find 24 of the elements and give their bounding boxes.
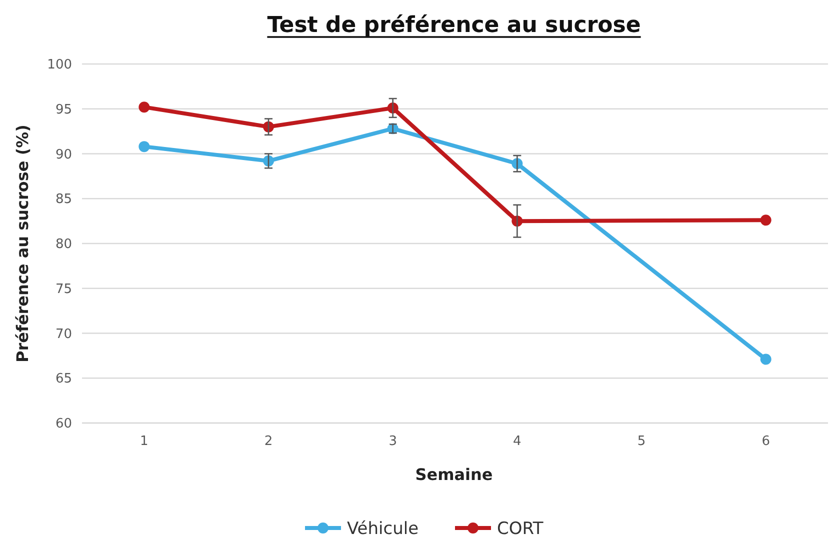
- y-tick-label: 80: [55, 237, 72, 252]
- y-tick-label: 90: [55, 147, 72, 162]
- point: [138, 102, 150, 113]
- y-tick-label: 60: [55, 416, 72, 432]
- point: [138, 141, 150, 152]
- x-tick-label: 4: [513, 434, 522, 449]
- y-tick-label: 85: [55, 192, 72, 208]
- x-tick-label: 5: [637, 434, 646, 449]
- point: [760, 214, 772, 226]
- y-tick-label: 65: [55, 372, 72, 387]
- y-tick-label: 100: [47, 58, 72, 73]
- x-tick-label: 3: [388, 434, 397, 449]
- y-tick-label: 70: [55, 326, 72, 342]
- x-tick-label: 1: [140, 434, 148, 449]
- point: [760, 354, 772, 365]
- y-tick-label: 95: [55, 102, 72, 118]
- chart-title: Test de préférence au sucrose: [267, 13, 641, 38]
- x-tick-label: 2: [264, 434, 273, 449]
- legend-label: CORT: [497, 518, 544, 538]
- y-tick-label: 75: [55, 282, 72, 297]
- legend-label: Véhicule: [347, 518, 419, 538]
- x-axis-title: Semaine: [415, 465, 493, 484]
- y-axis-title: Préférence au sucrose (%): [13, 124, 32, 362]
- x-tick-label: 6: [762, 434, 770, 449]
